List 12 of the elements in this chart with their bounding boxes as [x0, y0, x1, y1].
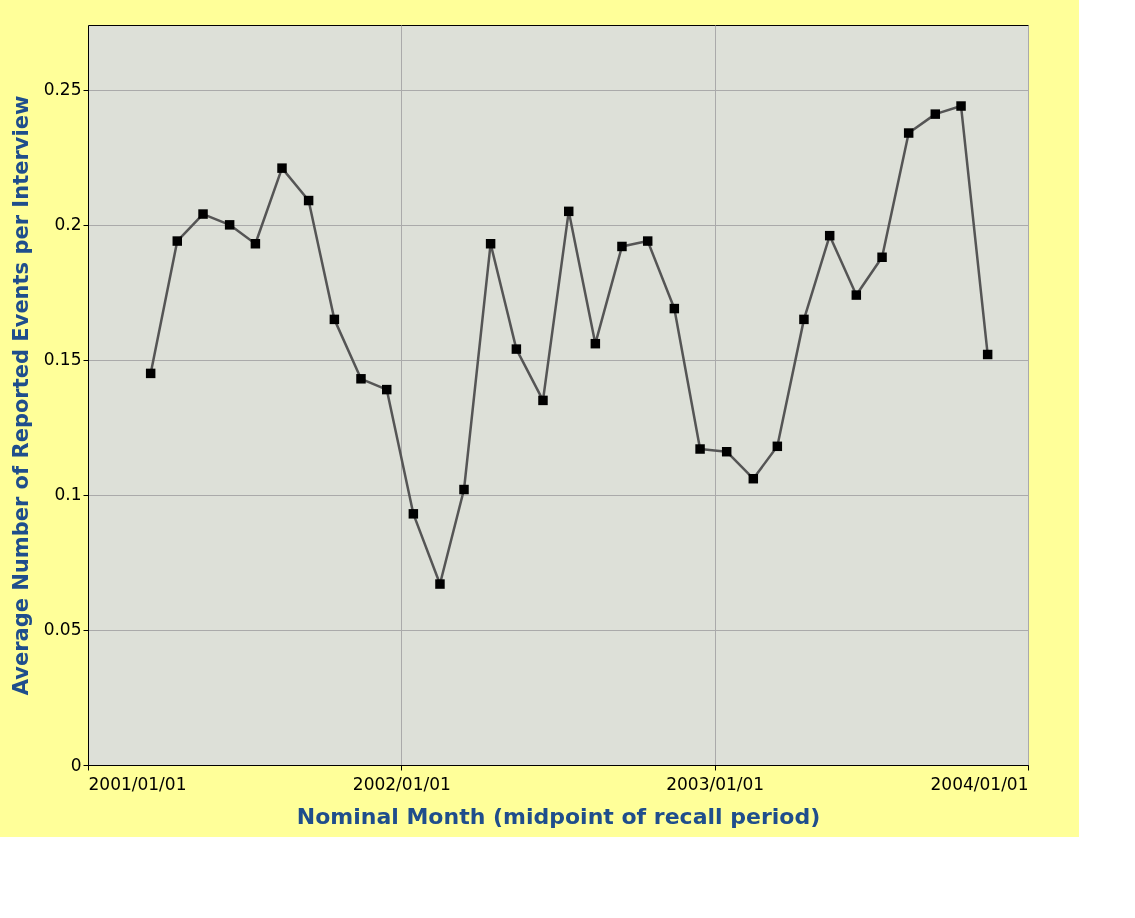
y-tick-label: 0.25: [43, 79, 82, 100]
x-tick-label: 2003/01/01: [666, 773, 765, 794]
x-axis-title: Nominal Month (midpoint of recall period): [296, 803, 821, 829]
x-tick-label: 2002/01/01: [352, 773, 451, 794]
x-tick-label: 2004/01/01: [930, 773, 1029, 794]
x-tick-label: 2001/01/01: [88, 773, 187, 794]
y-tick-label: 0.05: [43, 619, 82, 640]
y-tick-label: 0.15: [43, 349, 82, 370]
y-tick-label: 0.1: [54, 484, 82, 505]
y-tick-label: 0.2: [54, 214, 82, 235]
y-tick-label: 0: [70, 754, 82, 775]
y-axis-title: Average Number of Reported Events per Interview: [8, 95, 33, 696]
